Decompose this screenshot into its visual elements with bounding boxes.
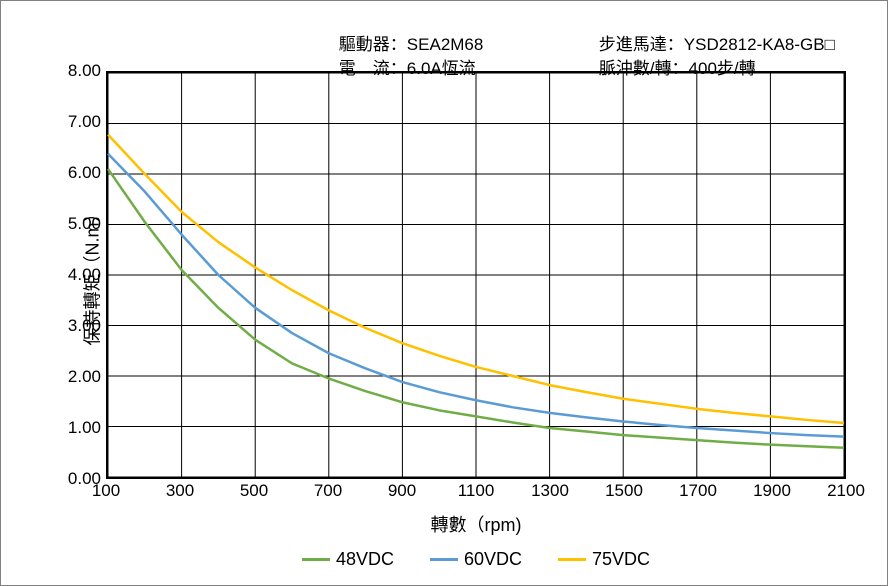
series-line: [108, 135, 844, 423]
legend-label: 60VDC: [464, 549, 522, 570]
lines-svg: [108, 73, 844, 477]
chart-header: 驅動器：SEA2M68 步進馬達：YSD2812-KA8-GB□ 電 流：6.0…: [1, 9, 887, 57]
series-line: [108, 169, 844, 448]
legend-swatch: [558, 558, 586, 561]
x-tick-label: 2100: [827, 481, 865, 501]
legend-item: 48VDC: [302, 549, 394, 570]
x-tick-labels: 100300500700900110013001500170019002100: [106, 481, 846, 505]
x-tick-label: 900: [388, 481, 416, 501]
x-tick-label: 1100: [458, 481, 495, 501]
legend-item: 60VDC: [430, 549, 522, 570]
legend-swatch: [430, 558, 458, 561]
y-tick-label: 2.00: [56, 367, 101, 387]
legend-item: 75VDC: [558, 549, 650, 570]
x-tick-label: 1500: [605, 481, 643, 501]
y-tick-label: 7.00: [56, 112, 101, 132]
y-tick-label: 5.00: [56, 214, 101, 234]
x-tick-label: 1700: [679, 481, 717, 501]
x-axis-title: 轉數（rpm): [106, 511, 846, 537]
y-tick-label: 6.00: [56, 163, 101, 183]
x-tick-label: 1900: [753, 481, 791, 501]
y-tick-labels: 0.001.002.003.004.005.006.007.008.00: [56, 71, 101, 479]
x-tick-label: 700: [314, 481, 342, 501]
legend-label: 75VDC: [592, 549, 650, 570]
legend: 48VDC 60VDC 75VDC: [106, 545, 846, 570]
y-tick-label: 4.00: [56, 265, 101, 285]
y-tick-label: 3.00: [56, 316, 101, 336]
legend-swatch: [302, 558, 330, 561]
series-line: [108, 154, 844, 437]
x-tick-label: 500: [240, 481, 268, 501]
y-tick-label: 8.00: [56, 61, 101, 81]
x-tick-label: 100: [92, 481, 120, 501]
x-tick-label: 1300: [531, 481, 569, 501]
x-tick-label: 300: [166, 481, 194, 501]
legend-label: 48VDC: [336, 549, 394, 570]
chart-container: 驅動器：SEA2M68 步進馬達：YSD2812-KA8-GB□ 電 流：6.0…: [0, 0, 888, 586]
y-tick-label: 1.00: [56, 418, 101, 438]
plot-area: [106, 71, 846, 479]
